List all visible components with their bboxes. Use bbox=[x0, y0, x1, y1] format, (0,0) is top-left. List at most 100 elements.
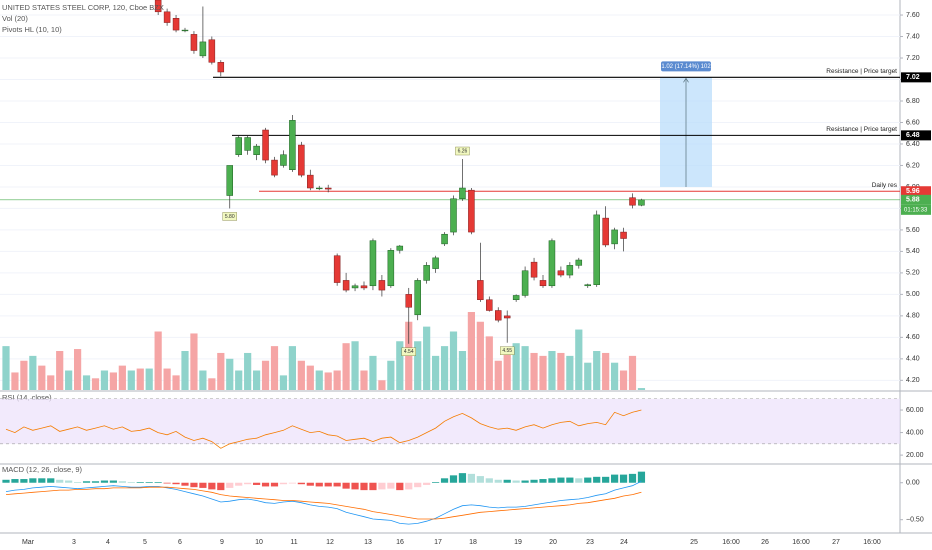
candle-body bbox=[584, 284, 591, 287]
measure-arrow-head bbox=[683, 77, 689, 83]
volume-bar bbox=[136, 368, 144, 390]
y-tick-label: 6.80 bbox=[906, 98, 920, 105]
volume-bar bbox=[440, 346, 449, 390]
x-tick-label: 16:00 bbox=[863, 539, 881, 546]
macd-histogram-bar bbox=[91, 481, 100, 483]
macd-histogram-bar bbox=[333, 482, 341, 487]
countdown: 01:15:33 bbox=[904, 207, 928, 213]
volume-bar bbox=[217, 352, 225, 390]
volume-bar bbox=[11, 372, 19, 390]
volume-bar bbox=[449, 331, 458, 390]
candle-body bbox=[503, 315, 511, 319]
x-tick-label: 9 bbox=[220, 539, 224, 546]
candle-body bbox=[414, 280, 421, 316]
pivot-label: 4.54 bbox=[404, 349, 414, 355]
macd-histogram-bar bbox=[414, 482, 422, 488]
macd-histogram-bar bbox=[253, 482, 261, 485]
candle-body bbox=[280, 154, 287, 166]
volume-bar bbox=[539, 355, 547, 390]
candle-body bbox=[432, 257, 439, 269]
price-label-bg bbox=[901, 130, 931, 141]
y-tick-label: 6.20 bbox=[906, 162, 920, 169]
macd-histogram-bar bbox=[351, 482, 359, 490]
volume-bar bbox=[637, 388, 646, 390]
candle-body bbox=[316, 187, 323, 190]
volume-bar bbox=[190, 333, 198, 390]
signal-line bbox=[5, 486, 642, 520]
candle-body bbox=[468, 189, 475, 233]
volume-bar bbox=[154, 331, 162, 390]
level-text: Resistance | Price target bbox=[826, 68, 897, 75]
candle-body bbox=[351, 285, 359, 289]
candle-body bbox=[593, 214, 600, 285]
macd-histogram-bar bbox=[530, 479, 538, 483]
volume-bar bbox=[20, 360, 28, 390]
macd-histogram-bar bbox=[11, 479, 19, 483]
candle-body bbox=[450, 198, 457, 233]
y-tick-label: 4.60 bbox=[906, 334, 920, 341]
candle-body bbox=[620, 231, 627, 239]
candle-body bbox=[181, 29, 189, 32]
volume-bar bbox=[458, 351, 467, 390]
y-tick-label: 20.00 bbox=[906, 452, 924, 459]
volume-bar bbox=[29, 355, 37, 390]
volume-bar bbox=[333, 370, 341, 390]
volume-bar bbox=[279, 375, 288, 390]
candle-body bbox=[486, 299, 493, 311]
volume-bar bbox=[619, 370, 628, 390]
y-tick-label: 4.20 bbox=[906, 377, 920, 384]
y-tick-label: 5.20 bbox=[906, 270, 920, 277]
y-tick-label: 40.00 bbox=[906, 429, 924, 436]
macd-histogram-bar bbox=[100, 480, 109, 483]
candle-body bbox=[253, 145, 260, 155]
volume-bar bbox=[387, 360, 395, 390]
macd-histogram-bar bbox=[423, 482, 431, 485]
measure-label: 1.02 (17.14%) 102 bbox=[661, 64, 711, 70]
pivot-box bbox=[455, 146, 470, 156]
macd-histogram-bar bbox=[378, 482, 386, 490]
pivot-label: 5.80 bbox=[225, 214, 235, 220]
macd-histogram-bar bbox=[199, 482, 207, 488]
macd-histogram-bar bbox=[136, 482, 144, 483]
x-tick-label: 16:00 bbox=[722, 539, 740, 546]
macd-histogram-bar bbox=[440, 478, 449, 483]
y-tick-label: 7.20 bbox=[906, 55, 920, 62]
volume-bar bbox=[566, 355, 574, 390]
candle-body bbox=[199, 41, 207, 57]
y-tick-label: 0.00 bbox=[906, 480, 920, 487]
candle-body bbox=[557, 270, 565, 276]
volume-bar bbox=[503, 351, 511, 390]
volume-bar bbox=[226, 358, 234, 390]
candle-body bbox=[172, 18, 180, 31]
y-tick-label: 7.60 bbox=[906, 12, 920, 19]
volume-bar bbox=[145, 368, 153, 390]
x-tick-label: 12 bbox=[326, 539, 334, 546]
candle-body bbox=[539, 280, 547, 287]
candle-body bbox=[235, 137, 242, 155]
pivot-box bbox=[222, 212, 237, 221]
macd-histogram-bar bbox=[342, 482, 350, 489]
volume-bar bbox=[109, 372, 117, 390]
y-tick-label: 4.40 bbox=[906, 356, 920, 363]
indicator-name: MACD (12, 26, close, 9) bbox=[2, 465, 83, 474]
volume-bar bbox=[351, 341, 359, 390]
volume-bar bbox=[548, 351, 556, 390]
volume-bar bbox=[270, 346, 279, 390]
volume-bar bbox=[521, 346, 529, 390]
macd-histogram-bar bbox=[208, 482, 216, 490]
volume-bar bbox=[485, 336, 493, 390]
volume-bar bbox=[38, 365, 46, 390]
y-tick-label: −0.50 bbox=[906, 517, 924, 524]
candle-body bbox=[154, 0, 162, 13]
candle-body bbox=[369, 240, 377, 287]
macd-histogram-bar bbox=[181, 482, 189, 486]
candle-body bbox=[289, 120, 296, 171]
macd-histogram-bar bbox=[297, 482, 305, 485]
macd-histogram-bar bbox=[163, 482, 171, 484]
volume-bar bbox=[611, 362, 619, 390]
level-text: Daily res bbox=[872, 182, 898, 189]
candle-body bbox=[298, 144, 305, 176]
macd-histogram-bar bbox=[145, 482, 153, 483]
